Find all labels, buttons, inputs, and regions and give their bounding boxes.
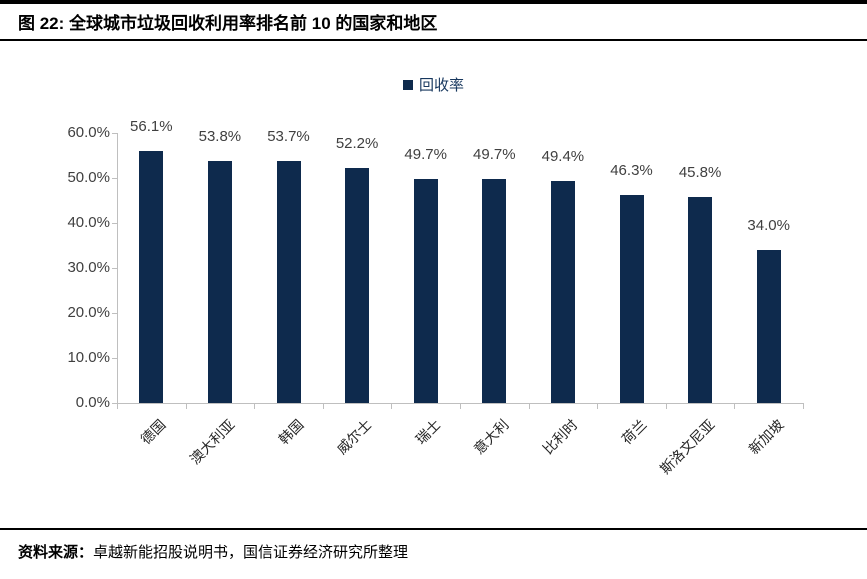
legend-swatch-icon (402, 79, 413, 90)
x-tick (254, 404, 256, 409)
y-tick (112, 133, 117, 134)
y-tick (112, 178, 117, 179)
y-axis-line (117, 133, 118, 403)
x-tick (117, 404, 118, 409)
x-tick (528, 404, 530, 409)
bar (207, 160, 232, 403)
y-tick-label: 50.0% (67, 169, 110, 186)
figure-title: 图 22: 全球城市垃圾回收利用率排名前 10 的国家和地区 (18, 14, 438, 33)
x-tick (734, 404, 736, 409)
bar (139, 150, 164, 403)
y-tick (112, 223, 117, 224)
bar-value-label: 34.0% (747, 217, 790, 234)
bar (276, 161, 301, 403)
bar (413, 179, 438, 403)
bar-value-label: 45.8% (678, 163, 722, 181)
bar (482, 179, 507, 403)
bar-value-label: 46.3% (610, 161, 653, 179)
y-tick (112, 313, 117, 314)
bar (756, 250, 781, 403)
source-label: 资料来源： (18, 543, 94, 561)
x-tick (665, 404, 667, 409)
source-line: 资料来源：卓越新能招股说明书，国信证券经济研究所整理 (18, 541, 857, 562)
y-tick-label: 10.0% (67, 349, 110, 366)
x-tick (322, 404, 324, 409)
x-tick (391, 404, 393, 409)
bar-value-label: 53.7% (267, 128, 310, 146)
bar-value-label: 52.2% (335, 135, 379, 153)
x-tick (803, 404, 804, 409)
y-tick-label: 30.0% (67, 259, 110, 276)
y-tick (112, 358, 117, 359)
header-rule (0, 39, 867, 41)
bar (345, 168, 370, 403)
footer-rule (0, 528, 867, 530)
bar (619, 194, 644, 403)
x-tick (460, 404, 461, 409)
y-tick (112, 403, 117, 404)
bar (550, 180, 575, 403)
chart-legend: 回收率 (0, 74, 867, 95)
x-tick (185, 404, 187, 409)
legend-label: 回收率 (418, 76, 464, 94)
y-tick-label: 20.0% (67, 304, 110, 321)
y-tick-label: 40.0% (67, 214, 110, 231)
y-tick-label: 60.0% (67, 124, 110, 141)
source-text: 卓越新能招股说明书，国信证券经济研究所整理 (93, 543, 409, 561)
bar-value-label: 49.7% (404, 146, 447, 164)
y-tick (112, 268, 117, 269)
bar-value-label: 49.4% (541, 147, 585, 165)
bar-value-label: 53.8% (198, 127, 242, 145)
bar-value-label: 49.7% (473, 146, 516, 164)
y-tick-label: 0.0% (75, 394, 110, 411)
x-tick (597, 404, 599, 409)
x-axis-line (117, 403, 804, 404)
top-rule (0, 0, 867, 4)
bar-value-label: 56.1% (130, 117, 173, 135)
bar (688, 196, 713, 403)
